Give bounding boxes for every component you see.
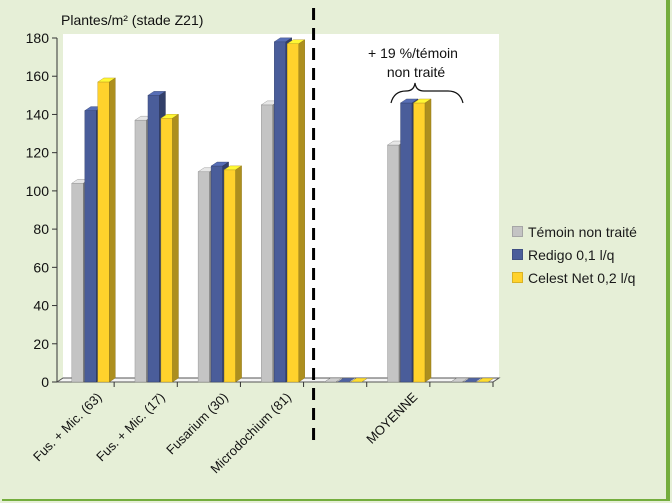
bar bbox=[210, 165, 223, 383]
legend-swatch bbox=[512, 249, 523, 260]
y-tick-label: 40 bbox=[33, 298, 49, 314]
annotation-line-1: + 19 %/témoin bbox=[368, 45, 458, 61]
bar bbox=[261, 104, 273, 383]
bar bbox=[400, 102, 413, 383]
bar-side bbox=[298, 39, 305, 383]
bar-side bbox=[172, 113, 179, 383]
bar bbox=[413, 102, 426, 383]
x-tick-label: MOYENNE bbox=[363, 389, 420, 446]
x-tick-label: Fus. + Mic. (17) bbox=[93, 390, 168, 465]
bar bbox=[197, 171, 210, 383]
bar-empty-base bbox=[323, 377, 343, 383]
y-tick-label: 100 bbox=[26, 183, 50, 199]
y-tick-label: 140 bbox=[26, 106, 50, 122]
bar-empty-base bbox=[336, 377, 356, 383]
legend-swatch bbox=[512, 226, 523, 237]
bar bbox=[387, 144, 400, 383]
y-tick-label: 180 bbox=[26, 30, 50, 46]
bar-side bbox=[235, 165, 242, 383]
y-axis-label: Plantes/m² (stade Z21) bbox=[61, 12, 203, 28]
annotation-brace bbox=[390, 82, 464, 104]
legend-swatch bbox=[512, 272, 523, 283]
bar bbox=[274, 41, 286, 383]
bar bbox=[147, 95, 160, 383]
bar-side bbox=[424, 98, 432, 383]
legend-item: Redigo 0,1 l/q bbox=[512, 243, 637, 266]
y-tick-label: 160 bbox=[26, 68, 50, 84]
bar-side bbox=[109, 77, 116, 383]
legend-label: Redigo 0,1 l/q bbox=[528, 246, 615, 263]
legend-item: Celest Net 0,2 l/q bbox=[512, 266, 637, 289]
legend-item: Témoin non traité bbox=[512, 220, 637, 243]
bar bbox=[71, 183, 84, 383]
y-tick-label: 0 bbox=[41, 374, 49, 390]
legend-label: Celest Net 0,2 l/q bbox=[528, 269, 636, 286]
y-tick-label: 120 bbox=[26, 145, 50, 161]
bar-empty-base bbox=[476, 377, 495, 383]
bar bbox=[134, 119, 147, 383]
annotation-line-2: non traité bbox=[387, 64, 446, 80]
y-tick-label: 60 bbox=[33, 259, 49, 275]
bar bbox=[223, 169, 236, 383]
y-tick-label: 20 bbox=[33, 336, 49, 352]
bar-empty-base bbox=[349, 377, 369, 383]
x-tick-label: Fusarium (30) bbox=[163, 390, 231, 458]
bar bbox=[97, 81, 110, 383]
bar-empty-base bbox=[463, 377, 482, 383]
legend-label: Témoin non traité bbox=[528, 223, 637, 240]
y-tick-label: 80 bbox=[33, 221, 49, 237]
bar bbox=[287, 43, 299, 383]
bar-empty-base bbox=[450, 377, 469, 383]
legend: Témoin non traité Redigo 0,1 l/q Celest Ne… bbox=[512, 220, 637, 289]
bar bbox=[160, 118, 173, 383]
bar bbox=[84, 110, 97, 383]
